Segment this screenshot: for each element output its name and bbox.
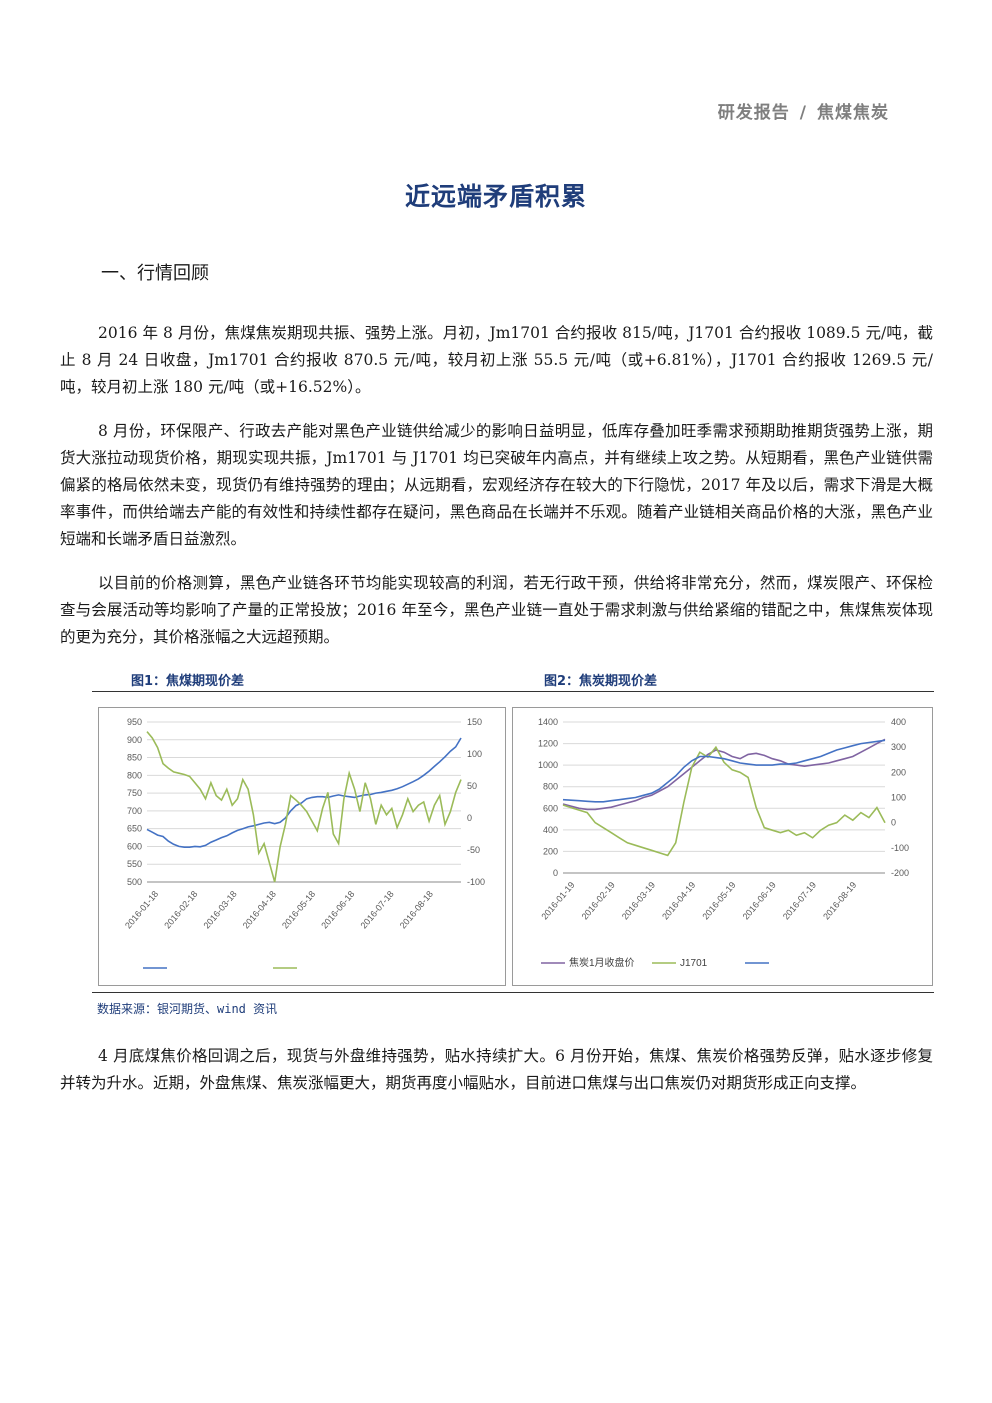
chart1-yright-tick: -100: [467, 877, 485, 887]
chart1-yleft-tick: 900: [127, 735, 142, 745]
section-heading: 一、行情回顾: [101, 263, 209, 284]
chart2-x-tick: 2016-07-19: [781, 880, 818, 922]
paragraph-2: 8 月份，环保限产、行政去产能对黑色产业链供给减少的影响日益明显，低库存叠加旺季…: [60, 422, 933, 548]
chart-1: 950900850800750700650600550500150100500-…: [123, 717, 485, 969]
report-header: 研发报告 / 焦煤焦炭: [718, 98, 889, 123]
chart1-yright-tick: 0: [467, 813, 472, 823]
chart2-yright-tick: -200: [891, 868, 909, 878]
header-topic: 焦煤焦炭: [817, 103, 889, 123]
header-separator: /: [799, 103, 807, 123]
paragraph-1: 2016 年 8 月份，焦煤焦炭期现共振、强势上涨。月初，Jm1701 合约报收…: [60, 324, 933, 396]
chart2-series-line: [562, 745, 886, 857]
chart1-x-tick: 2016-06-18: [319, 889, 356, 931]
chart1-yleft-tick: 600: [127, 841, 142, 851]
chart2-yright-tick: 200: [891, 767, 906, 777]
header-category: 研发报告: [717, 103, 790, 123]
chart-2: 14001200100080060040020004003002001000-1…: [538, 717, 909, 969]
chart1-yright-tick: 100: [467, 749, 482, 759]
chart2-yleft-tick: 200: [543, 846, 558, 856]
chart1-yleft-tick: 800: [127, 770, 142, 780]
chart1-x-tick: 2016-07-18: [359, 889, 396, 931]
chart2-x-tick: 2016-03-19: [620, 880, 657, 922]
chart1-x-tick: 2016-02-18: [162, 889, 199, 931]
chart1-series-line: [146, 737, 462, 848]
chart-1-frame: 950 900 850 800 750 700 650 600 550 500 150 100 50 0-…: [98, 707, 506, 986]
chart1-yleft-tick: 550: [127, 859, 142, 869]
chart2-x-tick: 2016-06-19: [741, 880, 778, 922]
figure-1-title: 图1：焦煤期现价差: [131, 674, 245, 689]
chart2-yleft-tick: 800: [543, 782, 558, 792]
chart-2-frame: 1400 1200 1000 800 600 400 200 0 400 300 200 100 0 -1…: [512, 707, 933, 986]
chart1-yright-tick: -50: [467, 845, 480, 855]
chart2-series-line: [562, 739, 886, 803]
chart2-yright-tick: 400: [891, 717, 906, 727]
report-title: 近远端矛盾积累: [404, 182, 587, 211]
chart1-yleft-tick: 850: [127, 753, 142, 763]
chart1-x-tick: 2016-04-18: [241, 889, 278, 931]
data-source: 数据来源：银河期货、wind 资讯: [97, 1002, 278, 1016]
chart1-yleft-tick: 750: [127, 788, 142, 798]
chart2-yright-tick: 0: [891, 818, 896, 828]
chart2-x-tick: 2016-02-19: [580, 880, 617, 922]
chart2-legend-label: 焦炭1月收盘价: [569, 956, 635, 969]
figure-top-rule: [92, 691, 934, 692]
figure-bottom-rule: [92, 992, 934, 993]
chart2-yright-tick: 100: [891, 793, 906, 803]
chart1-yleft-tick: 700: [127, 806, 142, 816]
chart1-yleft-tick: 650: [127, 824, 142, 834]
chart2-yleft-tick: 1400: [538, 717, 558, 727]
chart1-yleft-tick: 500: [127, 877, 142, 887]
chart1-yright-tick: 150: [467, 717, 482, 727]
chart2-yleft-tick: 1200: [538, 739, 558, 749]
chart2-yleft-tick: 1000: [538, 760, 558, 770]
figure-2-title: 图2：焦炭期现价差: [544, 674, 658, 689]
chart2-yleft-tick: 600: [543, 803, 558, 813]
chart2-x-tick: 2016-08-19: [821, 880, 858, 922]
chart2-yright-tick: 300: [891, 742, 906, 752]
chart2-x-tick: 2016-01-19: [539, 880, 576, 922]
chart2-x-tick: 2016-05-19: [700, 880, 737, 922]
chart1-yright-tick: 50: [467, 781, 477, 791]
chart2-yleft-tick: 400: [543, 825, 558, 835]
chart1-x-tick: 2016-01-18: [123, 889, 160, 931]
chart1-series-line: [146, 731, 462, 883]
chart1-x-tick: 2016-03-18: [202, 889, 239, 931]
paragraph-3: 以目前的价格测算，黑色产业链各环节均能实现较高的利润，若无行政干预，供给将非常充…: [60, 574, 933, 646]
chart2-series-line: [562, 738, 886, 811]
paragraph-4: 4 月底煤焦价格回调之后，现货与外盘维持强势，贴水持续扩大。6 月份开始，焦煤、…: [60, 1047, 933, 1092]
chart1-x-tick: 2016-08-18: [398, 889, 435, 931]
chart2-legend-label: J1701: [680, 958, 708, 969]
chart1-yleft-tick: 950: [127, 717, 142, 727]
chart2-yright-tick: -100: [891, 843, 909, 853]
chart2-yleft-tick: 0: [553, 868, 558, 878]
chart2-x-tick: 2016-04-19: [660, 880, 697, 922]
chart1-x-tick: 2016-05-18: [280, 889, 317, 931]
